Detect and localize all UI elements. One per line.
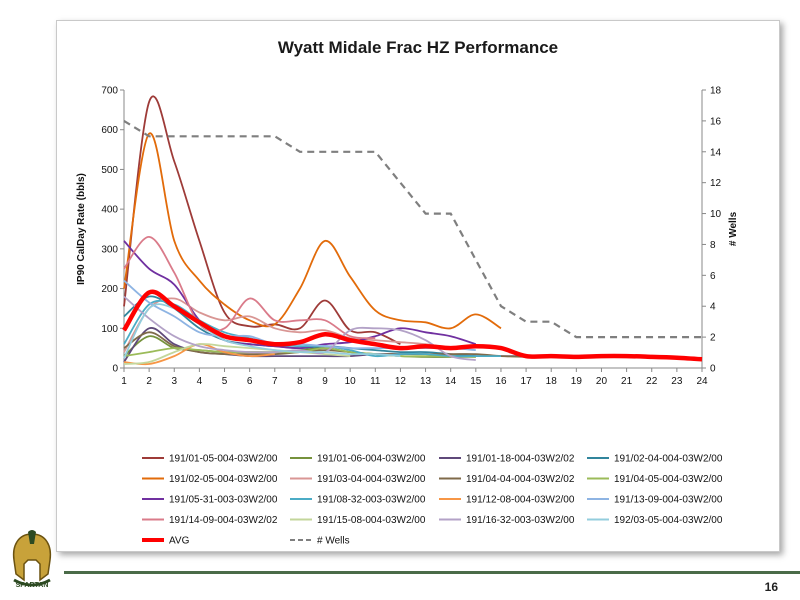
page-number: 16 [764, 580, 778, 594]
legend-label: 191/04-05-004-03W2/00 [614, 474, 723, 485]
x-tick-label: 1 [121, 376, 127, 387]
legend-label: AVG [169, 536, 190, 547]
legend-entry: 191/01-05-004-03W2/00 [142, 454, 278, 465]
legend-label: 191/01-06-004-03W2/00 [317, 454, 426, 465]
series-line-191-02-05-004-03w2-00 [123, 132, 502, 330]
legend-entry: 192/03-05-004-03W2/00 [587, 515, 723, 526]
x-tick-label: 5 [222, 376, 228, 387]
legend-entry: 191/12-08-004-03W2/00 [439, 495, 575, 506]
y2-axis-title: # Wells [728, 211, 739, 246]
legend-label: 191/16-32-003-03W2/00 [466, 515, 575, 526]
legend-entry: 191/14-09-004-03W2/02 [142, 515, 278, 526]
x-tick-label: 7 [272, 376, 278, 387]
legend-entry: 191/05-31-003-03W2/00 [142, 495, 278, 506]
y-axis-title: IP90 CalDay Rate (bbls) [76, 173, 87, 285]
x-tick-label: 19 [571, 376, 583, 387]
x-tick-label: 23 [671, 376, 683, 387]
x-tick-label: 16 [495, 376, 507, 387]
x-tick-label: 22 [646, 376, 658, 387]
y-tick-label: 600 [101, 125, 118, 136]
series-line-191-04-04-004-03w2-02 [123, 331, 552, 358]
legend-label: 191/13-09-004-03W2/00 [614, 495, 723, 506]
x-tick-label: 14 [445, 376, 457, 387]
series-line-191-03-04-004-03w2-00 [123, 297, 451, 353]
y-tick-label: 500 [101, 165, 118, 176]
series-line-191-16-32-003-03w2-00 [123, 295, 476, 361]
series-line-191-14-09-004-03w2-02 [123, 236, 376, 340]
legend-entry: 191/01-06-004-03W2/00 [290, 454, 426, 465]
legend-entry: 191/04-04-004-03W2/02 [439, 474, 575, 485]
y2-tick-label: 0 [710, 364, 716, 375]
x-tick-label: 13 [420, 376, 432, 387]
y2-tick-label: 6 [710, 271, 716, 282]
y2-tick-label: 12 [710, 178, 722, 189]
y2-tick-label: 16 [710, 116, 722, 127]
legend-label: # Wells [317, 536, 350, 547]
legend-label: 191/01-18-004-03W2/02 [466, 454, 575, 465]
y-tick-label: 300 [101, 244, 118, 255]
y2-tick-label: 18 [710, 86, 722, 97]
legend-label: 191/15-08-004-03W2/00 [317, 515, 426, 526]
legend-label: 191/01-05-004-03W2/00 [169, 454, 278, 465]
y2-tick-label: 8 [710, 240, 716, 251]
x-tick-label: 8 [297, 376, 303, 387]
footer-rule [64, 571, 800, 574]
legend-entry: 191/02-04-004-03W2/00 [587, 454, 723, 465]
x-tick-label: 6 [247, 376, 253, 387]
y-tick-label: 700 [101, 86, 118, 97]
legend-entry: 191/04-05-004-03W2/00 [587, 474, 723, 485]
y2-tick-label: 2 [710, 333, 716, 344]
x-tick-label: 4 [197, 376, 203, 387]
legend-label: 191/02-05-004-03W2/00 [169, 474, 278, 485]
x-tick-label: 18 [546, 376, 558, 387]
y2-tick-label: 10 [710, 209, 722, 220]
series-line-avg [122, 289, 703, 362]
series-line-wells [123, 119, 702, 339]
y2-tick-label: 14 [710, 147, 722, 158]
x-tick-label: 9 [322, 376, 328, 387]
legend-label: 191/14-09-004-03W2/02 [169, 515, 278, 526]
x-tick-label: 17 [521, 376, 533, 387]
legend-entry: 191/13-09-004-03W2/00 [587, 495, 723, 506]
legend-label: 191/05-31-003-03W2/00 [169, 495, 278, 506]
legend-entry: 191/16-32-003-03W2/00 [439, 515, 575, 526]
chart-title: Wyatt Midale Frac HZ Performance [277, 38, 559, 57]
x-tick-label: 21 [621, 376, 633, 387]
legend-label: 191/04-04-004-03W2/02 [466, 474, 575, 485]
x-tick-label: 11 [370, 376, 381, 387]
y-tick-label: 100 [101, 324, 118, 335]
series-line-191-08-32-003-03w2-00 [123, 299, 502, 358]
x-tick-label: 24 [696, 376, 708, 387]
logo-text: SPARTAN [15, 582, 49, 589]
spartan-helmet-logo [12, 530, 52, 587]
legend-entry: 191/02-05-004-03W2/00 [142, 474, 278, 485]
y-tick-label: 200 [101, 284, 118, 295]
y2-tick-label: 4 [710, 302, 716, 313]
legend-entry: AVG [142, 536, 190, 547]
legend-entry: 191/01-18-004-03W2/02 [439, 454, 575, 465]
x-tick-label: 2 [146, 376, 152, 387]
x-tick-label: 12 [395, 376, 407, 387]
legend-entry: 191/08-32-003-03W2/00 [290, 495, 426, 506]
chart-frame: Wyatt Midale Frac HZ Performance 0 100 200… [56, 20, 780, 552]
legend-label: 192/03-05-004-03W2/00 [614, 515, 723, 526]
legend-entry: 191/15-08-004-03W2/00 [290, 515, 426, 526]
legend-entry: 191/03-04-004-03W2/00 [290, 474, 426, 485]
y-tick-label: 0 [112, 364, 118, 375]
legend-entry: # Wells [290, 536, 350, 547]
legend-label: 191/03-04-004-03W2/00 [317, 474, 426, 485]
legend-label: 191/02-04-004-03W2/00 [614, 454, 723, 465]
legend-label: 191/08-32-003-03W2/00 [317, 495, 426, 506]
legend-label: 191/12-08-004-03W2/00 [466, 495, 575, 506]
y-tick-label: 400 [101, 205, 118, 216]
x-tick-label: 3 [171, 376, 177, 387]
series-line-191-05-31-003-03w2-00 [123, 240, 477, 350]
x-tick-label: 20 [596, 376, 608, 387]
x-tick-label: 15 [470, 376, 482, 387]
x-tick-label: 10 [345, 376, 357, 387]
